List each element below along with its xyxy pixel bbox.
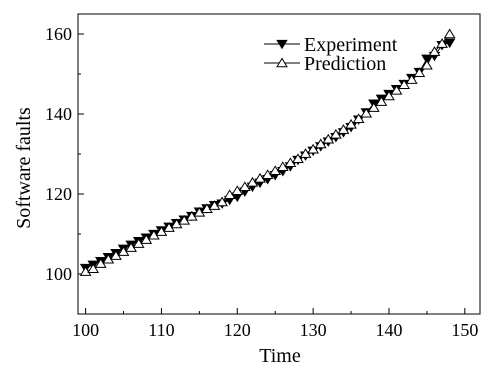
x-tick-label: 130 [300, 320, 327, 340]
x-axis-label: Time [259, 345, 301, 365]
y-tick-label: 100 [45, 264, 72, 284]
y-axis-label: Software faults [13, 107, 35, 229]
x-axis-ticks: 100 110 120 130 140 150 [72, 308, 478, 340]
data-point [322, 133, 335, 144]
data-point [307, 143, 320, 154]
legend-marker [276, 57, 288, 68]
data-point [292, 153, 304, 164]
legend-item: Experiment [264, 34, 398, 56]
x-tick-label: 150 [451, 320, 478, 340]
x-tick-label: 100 [72, 320, 99, 340]
data-point [345, 118, 357, 129]
data-point [428, 46, 441, 56]
data-point [375, 96, 388, 106]
data-point [329, 128, 342, 139]
y-tick-label: 160 [45, 24, 72, 44]
plot-frame [77, 13, 481, 315]
y-tick-label: 120 [45, 184, 72, 204]
y-tick-label: 140 [45, 104, 72, 124]
data-point [314, 138, 327, 149]
data-point [367, 102, 380, 112]
data-point [201, 203, 213, 214]
data-point [360, 107, 373, 118]
data-point [79, 266, 92, 276]
data-point [443, 38, 456, 49]
x-tick-label: 120 [224, 320, 251, 340]
data-point [443, 28, 456, 39]
data-point [398, 79, 411, 90]
data-point [421, 59, 433, 70]
data-point [413, 67, 426, 78]
series-layer [79, 28, 456, 276]
axes: 100 110 120 130 140 150 100 120 140 160 Time Sof… [13, 13, 481, 365]
data-point [216, 196, 229, 207]
series-line [85, 33, 451, 273]
series-experiment [79, 38, 456, 274]
data-point [352, 113, 365, 124]
x-tick-label: 140 [375, 320, 402, 340]
data-point [337, 124, 350, 134]
series-line [85, 42, 450, 269]
data-point [436, 38, 448, 48]
data-point [383, 90, 395, 101]
data-point [421, 54, 433, 65]
series-prediction [79, 28, 456, 276]
x-tick-label: 110 [148, 320, 174, 340]
data-point [87, 263, 100, 274]
data-point [390, 84, 403, 95]
legend-marker [276, 39, 288, 50]
legend-label: Prediction [304, 53, 386, 75]
data-point [405, 74, 418, 84]
legend-label: Experiment [304, 34, 398, 56]
legend-item: Prediction [264, 53, 386, 75]
